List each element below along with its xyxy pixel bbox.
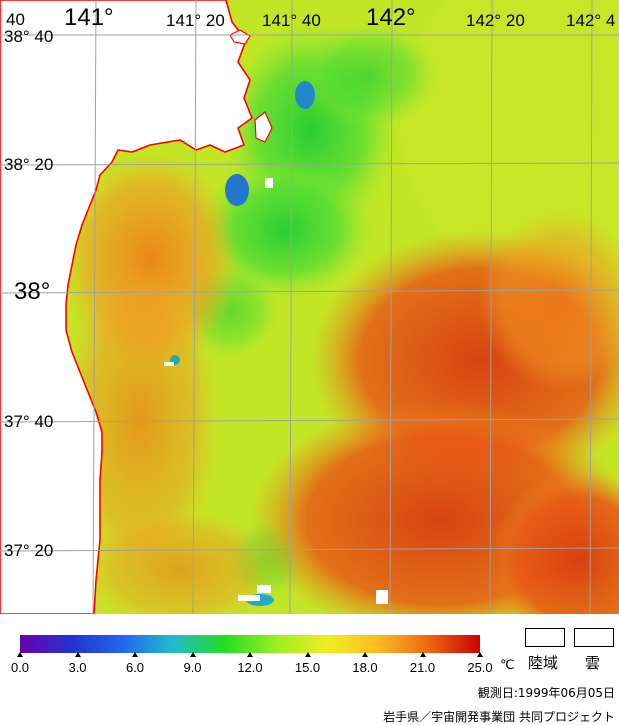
cloud-swatch (574, 628, 614, 647)
temperature-colorbar (20, 635, 480, 653)
lon-label-141: 141° (64, 4, 114, 31)
colorbar-tick-label: 15.0 (294, 660, 321, 675)
colorbar-tick-mark (362, 652, 368, 657)
land-legend-label: 陸域 (528, 654, 559, 672)
land-mainland (0, 0, 253, 615)
lat-label-38-20: 38° 20 (4, 155, 54, 174)
colorbar-tick-label: 6.0 (125, 660, 145, 675)
lon-label-141-40: 141° 40 (262, 11, 321, 30)
lat-label-37-20: 37° 20 (4, 541, 54, 560)
colorbar-tick-mark (304, 652, 311, 657)
lat-label-38: 38° (14, 278, 51, 305)
graticule (0, 0, 619, 615)
land-island (229, 29, 251, 45)
unit-label: ℃ (500, 658, 515, 673)
colorbar-tick-mark (189, 652, 196, 657)
colorbar-tick-label: 9.0 (183, 660, 202, 675)
lon-label-142-20: 142° 20 (466, 11, 525, 30)
credit-text: 岩手県／宇宙開発事業団 共同プロジェクト (383, 710, 615, 724)
colorbar-tick-mark (477, 652, 483, 657)
colorbar-tick-label: 18.0 (352, 660, 378, 675)
lon-label-142-40: 142° 4 (566, 11, 616, 30)
colorbar-tick-label: 21.0 (409, 660, 436, 675)
colorbar-tick-label: 3.0 (68, 660, 87, 675)
cloud-legend-label: 雲 (585, 654, 601, 672)
colorbar-tick-label: 0.0 (10, 660, 30, 675)
lat-label-37-40: 37° 40 (4, 412, 54, 431)
observation-date: 観測日:1999年06月05日 (477, 686, 615, 700)
colorbar-tick-mark (132, 652, 138, 657)
colorbar-tick-mark (419, 652, 426, 657)
colorbar-tick-label: 25.0 (467, 660, 493, 675)
colorbar-tick-mark (247, 652, 253, 657)
lon-label-141-20: 141° 20 (166, 11, 225, 30)
colorbar-tick-mark (17, 652, 23, 657)
lon-label-140-40: 40 (6, 10, 25, 29)
lat-label-38-40: 38° 40 (4, 27, 54, 46)
colorbar-tick-label: 12.0 (237, 660, 263, 675)
land-swatch (525, 628, 565, 647)
land-peninsula (254, 111, 273, 143)
colorbar-tick-mark (74, 652, 81, 657)
lon-label-142: 142° (366, 4, 416, 31)
